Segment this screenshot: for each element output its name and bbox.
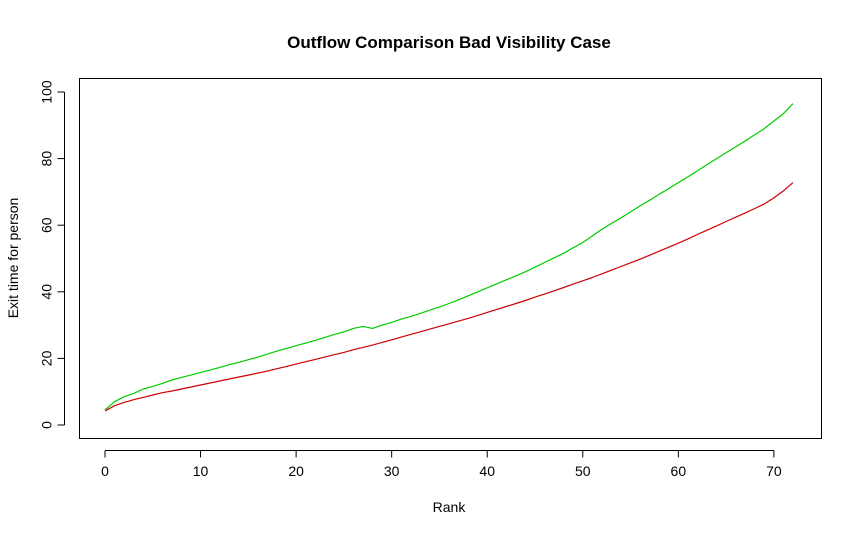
x-tick-label: 0 (101, 463, 109, 479)
x-tick-label: 30 (384, 463, 400, 479)
y-tick-label: 60 (39, 217, 55, 233)
y-tick-label: 80 (39, 151, 55, 167)
x-tick-label: 50 (575, 463, 591, 479)
series-line-2 (104, 182, 794, 412)
y-tick-label: 20 (39, 350, 55, 366)
x-tick-label: 70 (766, 463, 782, 479)
y-tick-label: 100 (39, 80, 55, 104)
x-tick-label: 60 (671, 463, 687, 479)
x-tick-label: 20 (288, 463, 304, 479)
series-line-1 (104, 103, 794, 411)
chart-title: Outflow Comparison Bad Visibility Case (287, 33, 611, 52)
x-axis-label: Rank (433, 499, 467, 515)
y-tick-label: 0 (39, 421, 55, 429)
x-axis: 0 10 20 30 40 50 60 70 (101, 450, 782, 479)
x-tick-label: 40 (479, 463, 495, 479)
series-layer (104, 103, 794, 412)
plot-frame (79, 78, 822, 439)
x-tick-label: 10 (193, 463, 209, 479)
y-axis: 0 20 40 60 80 100 (39, 80, 65, 429)
y-tick-label: 40 (39, 284, 55, 300)
y-axis-label: Exit time for person (5, 198, 21, 319)
